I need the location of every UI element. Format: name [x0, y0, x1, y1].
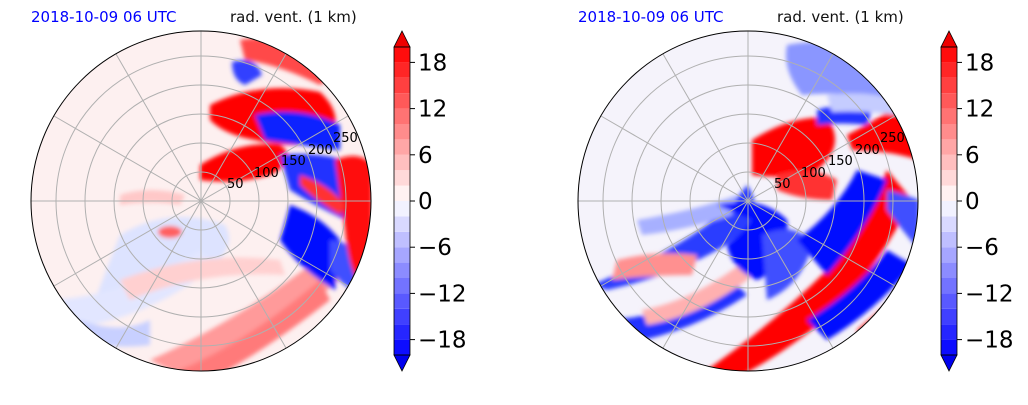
right-colorbar-band	[941, 170, 957, 186]
left-colorbar-band	[394, 293, 410, 309]
right-colorbar-extend-min	[940, 354, 958, 372]
right-r-label-250: 250	[880, 131, 905, 146]
left-colorbar-bands	[394, 47, 410, 355]
right-colorbar-band	[941, 201, 957, 217]
left-colorbar-band	[394, 324, 410, 340]
right-colorbar-extend-max	[940, 30, 958, 48]
left-panel: 2018-10-09 06 UTC rad. vent. (1 km)	[0, 0, 514, 401]
left-colorbar-band	[394, 47, 410, 63]
left-colorbar-band	[394, 93, 410, 109]
left-colorbar-band	[394, 339, 410, 355]
left-colorbar-band	[394, 231, 410, 248]
left-colorbar-extend-max	[393, 30, 411, 48]
right-colorbar-ticks: 18 12 6 0 −6 −12 −18	[957, 50, 1014, 354]
left-colorbar-tick-label: 18	[418, 50, 447, 76]
left-r-label-150: 150	[281, 154, 306, 169]
left-colorbar-band	[394, 170, 410, 186]
left-colorbar-extend-min	[393, 354, 411, 372]
right-polar-grid	[578, 31, 918, 371]
right-panel: 2018-10-09 06 UTC rad. vent. (1 km)	[547, 0, 1028, 401]
left-colorbar-band	[394, 154, 410, 171]
right-colorbar-band	[941, 77, 957, 94]
right-colorbar-band	[941, 278, 957, 294]
left-colorbar-tick-label: −18	[418, 328, 467, 354]
right-title-field: rad. vent. (1 km)	[777, 8, 904, 26]
right-colorbar-band	[941, 216, 957, 232]
left-title-time: 2018-10-09 06 UTC	[31, 8, 177, 26]
left-polar-grid	[31, 31, 371, 371]
right-colorbar-band	[941, 47, 957, 63]
left-colorbar: 18 12 6 0 −6 −12 −18	[393, 30, 467, 372]
left-colorbar-ticks: 18 12 6 0 −6 −12 −18	[410, 50, 467, 354]
left-colorbar-band	[394, 308, 410, 325]
right-colorbar-band	[941, 124, 957, 140]
right-colorbar-band	[941, 324, 957, 340]
left-chart: 50 100 150 200 250 18 12 6 0 −6 −12 −18	[30, 30, 467, 372]
left-r-label-100: 100	[254, 166, 279, 181]
right-polar-frame	[577, 30, 919, 372]
right-colorbar-band	[941, 93, 957, 109]
left-colorbar-tick-label: 12	[418, 97, 447, 123]
left-colorbar-band	[394, 139, 410, 155]
right-colorbar-tick-label: 0	[965, 189, 980, 215]
right-r-label-200: 200	[855, 143, 880, 158]
right-colorbar-band	[941, 339, 957, 355]
right-colorbar-band	[941, 293, 957, 309]
right-r-label-50: 50	[774, 177, 791, 192]
right-colorbar-bands	[941, 47, 957, 355]
left-colorbar-tick-label: −12	[418, 281, 467, 307]
right-colorbar-tick-label: 18	[965, 50, 994, 76]
right-colorbar-band	[941, 62, 957, 78]
right-colorbar-tick-label: 12	[965, 97, 994, 123]
left-colorbar-band	[394, 77, 410, 94]
left-polar-frame	[30, 30, 372, 372]
left-title-field: rad. vent. (1 km)	[230, 8, 357, 26]
right-r-label-150: 150	[828, 154, 853, 169]
left-colorbar-tick-label: −6	[418, 235, 452, 261]
left-colorbar-band	[394, 247, 410, 263]
left-colorbar-band	[394, 278, 410, 294]
right-colorbar-band	[941, 139, 957, 155]
right-colorbar-tick-label: −18	[965, 328, 1014, 354]
right-colorbar-band	[941, 231, 957, 248]
right-colorbar-tick-label: 6	[965, 143, 980, 169]
left-colorbar-band	[394, 185, 410, 201]
left-colorbar-band	[394, 124, 410, 140]
left-colorbar-tick-label: 0	[418, 189, 433, 215]
left-colorbar-band	[394, 201, 410, 217]
left-r-label-250: 250	[333, 131, 358, 146]
right-chart: 50 100 150 200 250 18 12 6 0 −6 −12 −18	[577, 30, 1014, 372]
right-colorbar: 18 12 6 0 −6 −12 −18	[940, 30, 1014, 372]
right-colorbar-band	[941, 108, 957, 124]
right-colorbar-band	[941, 154, 957, 171]
left-colorbar-band	[394, 108, 410, 124]
left-r-label-50: 50	[227, 177, 244, 192]
left-r-label-200: 200	[308, 143, 333, 158]
right-colorbar-band	[941, 185, 957, 201]
right-colorbar-tick-label: −12	[965, 281, 1014, 307]
right-colorbar-band	[941, 247, 957, 263]
left-colorbar-band	[394, 262, 410, 278]
right-colorbar-tick-label: −6	[965, 235, 999, 261]
left-colorbar-tick-label: 6	[418, 143, 433, 169]
right-title-time: 2018-10-09 06 UTC	[578, 8, 724, 26]
right-r-label-100: 100	[801, 166, 826, 181]
right-colorbar-band	[941, 262, 957, 278]
left-colorbar-band	[394, 216, 410, 232]
left-colorbar-band	[394, 62, 410, 78]
right-colorbar-band	[941, 308, 957, 325]
